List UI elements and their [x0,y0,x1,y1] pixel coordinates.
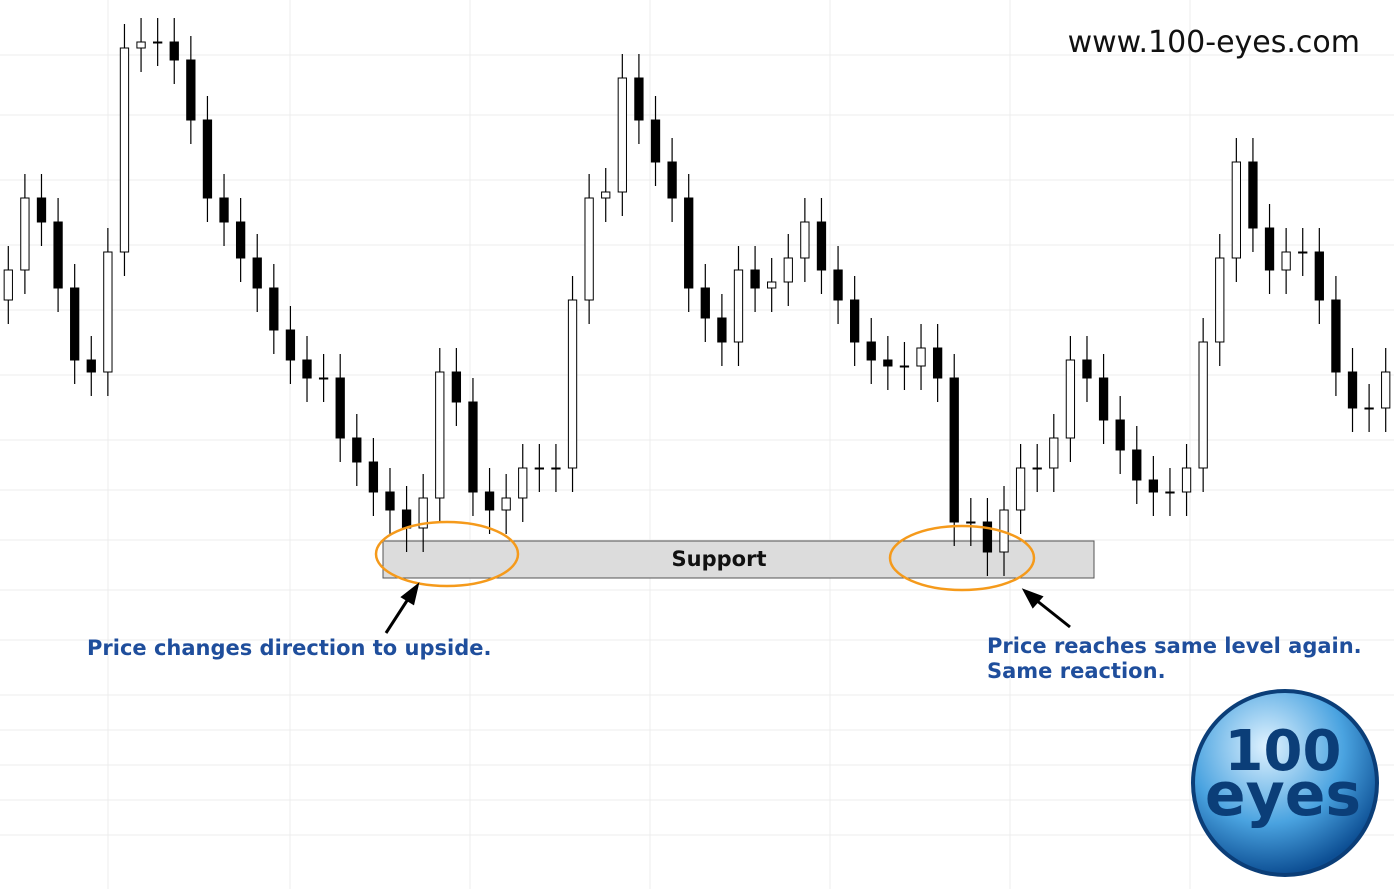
candle-body [36,197,47,223]
candle-body [153,41,163,44]
watermark: www.100-eyes.com [1068,25,1360,60]
candle-body [717,317,727,343]
candle-body [899,365,910,368]
candles [3,18,1391,576]
candle-body [949,377,959,523]
arrows [384,582,1071,634]
candle-body [966,521,976,524]
candle-body [269,287,279,331]
logo-bottom: eyes [1205,760,1361,830]
candle-body [20,197,30,271]
candle-body [850,299,860,343]
candle-body [335,377,345,439]
candle-body [833,269,843,301]
candle-body [1148,479,1159,493]
candle-body [700,287,710,319]
candle-body [235,221,246,259]
candle-body [136,41,146,49]
candle-body [119,47,130,253]
candle-body [1049,437,1059,469]
candle-body [567,299,578,469]
support-zone [382,540,1095,579]
candle-body [3,269,13,301]
candle-body [1347,371,1358,409]
candle-body [169,41,179,61]
candle-body [1314,251,1324,301]
candle-body [1015,467,1026,511]
highlight-ellipse [374,520,520,588]
candle-body [318,377,329,380]
candle-body [1115,419,1125,451]
candle-body [916,347,926,367]
zone-label: Support [672,547,767,571]
candle-body [883,359,893,367]
candle-body [1198,341,1208,469]
annotation: Price reaches same level again. [987,634,1362,658]
candle-body [385,491,395,511]
candle-body [252,257,262,289]
candle-body [1132,449,1142,481]
candle-body [53,221,63,289]
candle-body [202,119,213,199]
candle-body [617,77,627,193]
candle-body [767,281,777,289]
candle-body [418,497,428,529]
candle-body [186,59,196,121]
candle-body [866,341,876,361]
candle-body [352,437,362,463]
candle-body [1281,251,1291,271]
candle-body [634,77,644,121]
candle-body [1381,371,1391,409]
candle-body [750,269,760,289]
candle-body [1215,257,1225,343]
candle-body [1181,467,1192,493]
candle-body [285,329,296,361]
candle-body [733,269,744,343]
candle-body [219,197,229,223]
candle-body [1082,359,1092,379]
candle-body [484,491,495,511]
candle-body [435,371,445,499]
candle-body [601,191,611,199]
candle-body [86,359,96,373]
candle-body [982,521,993,553]
candle-body [1032,467,1042,470]
candle-body [667,161,677,199]
logo: 100 eyes [1191,689,1379,877]
candle-body [650,119,661,163]
candle-body [800,221,810,259]
candle-body [1331,299,1341,373]
candle-body [1364,407,1374,410]
candle-body [518,467,528,499]
annotation: Price changes direction to upside. [87,636,491,660]
candle-body [1248,161,1258,229]
candle-body [401,509,412,529]
candle-body [584,197,594,301]
candle-body [1264,227,1275,271]
annotation: Same reaction. [987,659,1166,683]
candle-body [1298,251,1308,254]
candle-body [1065,359,1076,439]
candle-body [501,497,511,511]
candle-body [932,347,943,379]
candle-body [103,251,113,373]
candle-body [551,467,561,470]
candle-body [451,371,462,403]
candle-body [684,197,694,289]
candle-body [1231,161,1241,259]
highlight-ellipse [888,524,1036,592]
candle-body [1165,491,1175,494]
candle-body [302,359,312,379]
candle-body [783,257,793,283]
candle-body [468,401,478,493]
candle-body [534,467,544,470]
candle-body [70,287,80,361]
candle-body [816,221,827,271]
candle-body [368,461,379,493]
candle-body [1098,377,1109,421]
logo-top: 100 [1225,719,1342,784]
